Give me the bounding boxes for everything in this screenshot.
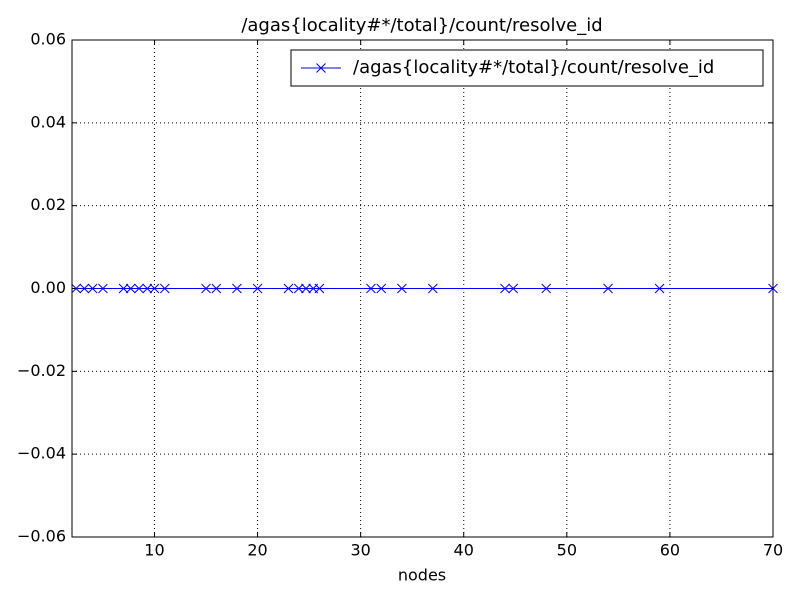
data-point [508,283,519,294]
x-tick-label: 40 [454,541,474,560]
y-tick-label: 0.00 [30,278,66,297]
data-point [283,283,294,294]
data-point [125,283,136,294]
data-point [293,283,304,294]
data-point [500,283,510,294]
data-point [71,283,81,294]
data-point [397,283,407,294]
chart-title: /agas{locality#*/total}/count/resolve_id [241,15,602,36]
legend-label: /agas{locality#*/total}/count/resolve_id [353,57,714,78]
data-point [118,283,129,294]
data-point [654,283,665,294]
data-point [232,283,242,294]
y-tick-label: 0.06 [30,30,66,49]
plot-frame [71,39,774,538]
data-point [211,283,222,294]
data-point [79,283,90,294]
data-point [142,283,153,294]
y-tick-label: −0.02 [17,361,66,380]
data-point [98,283,108,294]
data-point [134,283,144,294]
legend-marker [316,63,326,73]
y-tick-label: −0.06 [17,527,66,546]
data-point [87,283,98,294]
data-point [149,283,160,294]
x-tick-label: 10 [144,541,164,560]
data-point [252,283,263,294]
y-tick-label: 0.04 [30,112,66,131]
x-tick-label: 30 [350,541,370,560]
x-axis-label: nodes [398,566,446,585]
legend: /agas{locality#*/total}/count/resolve_id [290,49,764,87]
data-point [541,283,552,294]
data-point [427,283,438,294]
data-point [376,283,387,294]
x-tick-label: 50 [557,541,577,560]
data-point [366,283,376,294]
data-point [314,283,325,294]
data-point [603,283,613,294]
x-tick-label: 60 [660,541,680,560]
y-tick-label: 0.02 [30,195,66,214]
x-tick-label: 20 [247,541,267,560]
data-point [201,283,211,294]
legend-box [290,49,764,87]
data-point [159,283,170,294]
y-tick-label: −0.04 [17,444,66,463]
data-point [301,283,311,294]
x-tick-label: 70 [763,541,783,560]
